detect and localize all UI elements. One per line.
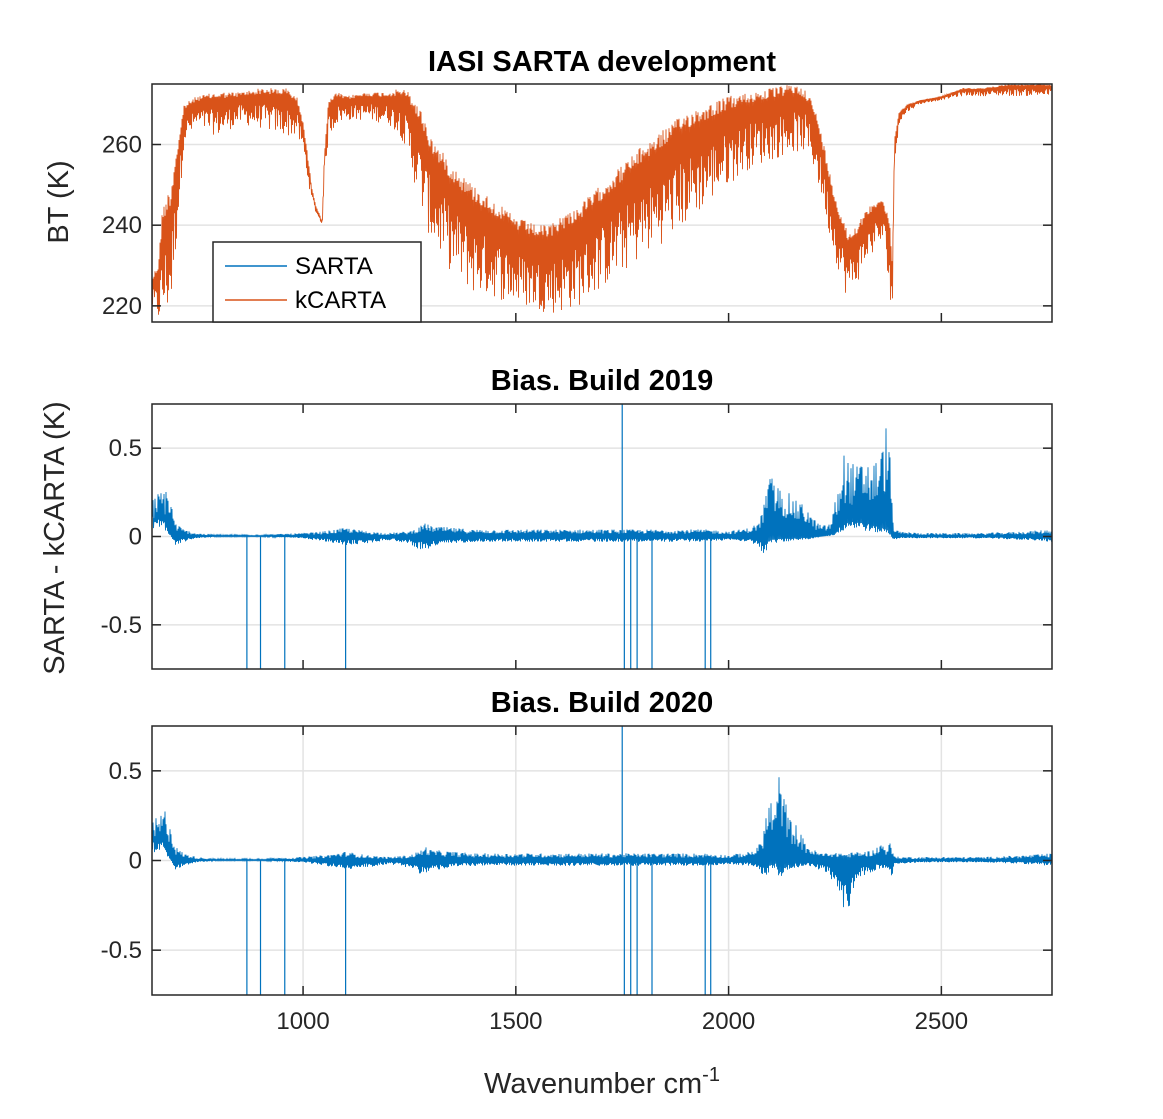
panel-bias-2019: Bias. Build 2019 — [491, 365, 713, 397]
plot-area-1: -0.5 0 0.5 — [101, 403, 1053, 670]
x-tick-label: 1500 — [489, 1008, 542, 1035]
panel-title: Bias. Build 2020 — [491, 687, 713, 719]
panel-title: Bias. Build 2019 — [491, 365, 713, 397]
y-tick-label: 0 — [129, 524, 142, 551]
y-tick-label: 0.5 — [109, 758, 142, 785]
panel-bias-2020: Bias. Build 2020 — [491, 687, 713, 719]
axes-box — [151, 83, 1053, 323]
x-axis-label: Wavenumber cm-1 — [484, 1064, 720, 1100]
panel-bt-spectrum: IASI SARTA development BT (K) — [43, 46, 776, 244]
y-tick-label: -0.5 — [101, 937, 142, 964]
y-axis-label: BT (K) — [43, 160, 75, 243]
legend-box — [212, 241, 422, 323]
shared-y-axis-label: SARTA - kCARTA (K) — [39, 401, 71, 674]
y-tick-label: 220 — [102, 293, 142, 320]
x-axis-label-superscript: -1 — [702, 1064, 720, 1086]
legend: SARTA kCARTA — [212, 241, 422, 323]
y-tick-label: 0 — [129, 848, 142, 875]
series-line-sarta-kcarta — [152, 428, 1052, 553]
series-group — [152, 84, 1052, 315]
series-line-sarta-kcarta — [152, 777, 1052, 908]
plot-area-2: -0.5 0 0.5 1000 1500 2000 2500 — [101, 725, 1053, 1035]
series-group — [152, 404, 1052, 669]
legend-label-sarta: SARTA — [295, 253, 373, 280]
y-tick-label: -0.5 — [101, 612, 142, 639]
plot-area-0: 220 240 260 SARTA kCARTA — [102, 83, 1053, 323]
series-group — [152, 726, 1052, 995]
legend-label-kcarta: kCARTA — [295, 287, 386, 314]
series-line-kcarta — [152, 84, 1052, 315]
panel-title: IASI SARTA development — [428, 46, 776, 78]
y-tick-label: 260 — [102, 132, 142, 159]
x-tick-label: 2500 — [915, 1008, 968, 1035]
y-tick-label: 240 — [102, 212, 142, 239]
x-tick-label: 1000 — [276, 1008, 329, 1035]
y-tick-label: 0.5 — [109, 435, 142, 462]
x-tick-label: 2000 — [702, 1008, 755, 1035]
x-axis-label-text: Wavenumber cm — [484, 1068, 702, 1100]
